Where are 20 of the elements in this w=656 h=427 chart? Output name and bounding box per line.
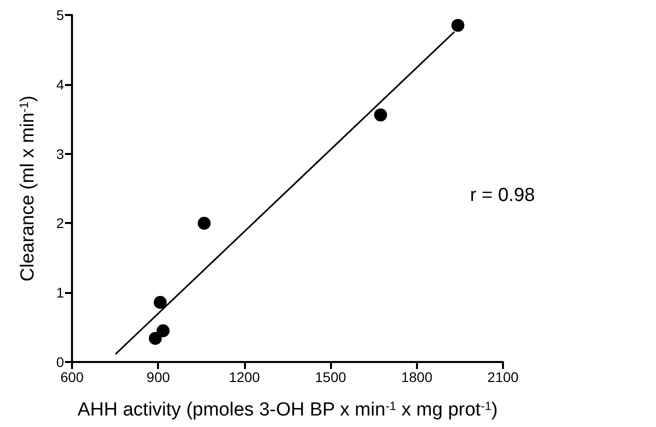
point [148,332,162,345]
point [198,216,211,230]
y-tick-label: 4 [56,76,64,92]
annotation: r = 0.98 [470,185,535,206]
y-tick-label: 1 [56,284,64,301]
point [154,296,167,309]
y-tick-label: 2 [56,215,64,232]
x-tick-label: 1500 [315,369,346,385]
point [374,108,388,122]
y-axis-title: Clearance (ml x min-1) [17,96,38,282]
y-tick-label: 0 [56,354,64,370]
point [451,18,464,32]
x-tick-label: 600 [60,369,84,385]
x-tick-label: 1200 [228,369,260,385]
x-tick-label: 2100 [487,369,519,385]
y-tick-label: 5 [56,7,64,23]
x-tick-label: 1800 [401,369,433,385]
point [156,324,170,338]
y-tick-label: 3 [56,146,64,162]
x-tick-label: 900 [146,369,170,385]
